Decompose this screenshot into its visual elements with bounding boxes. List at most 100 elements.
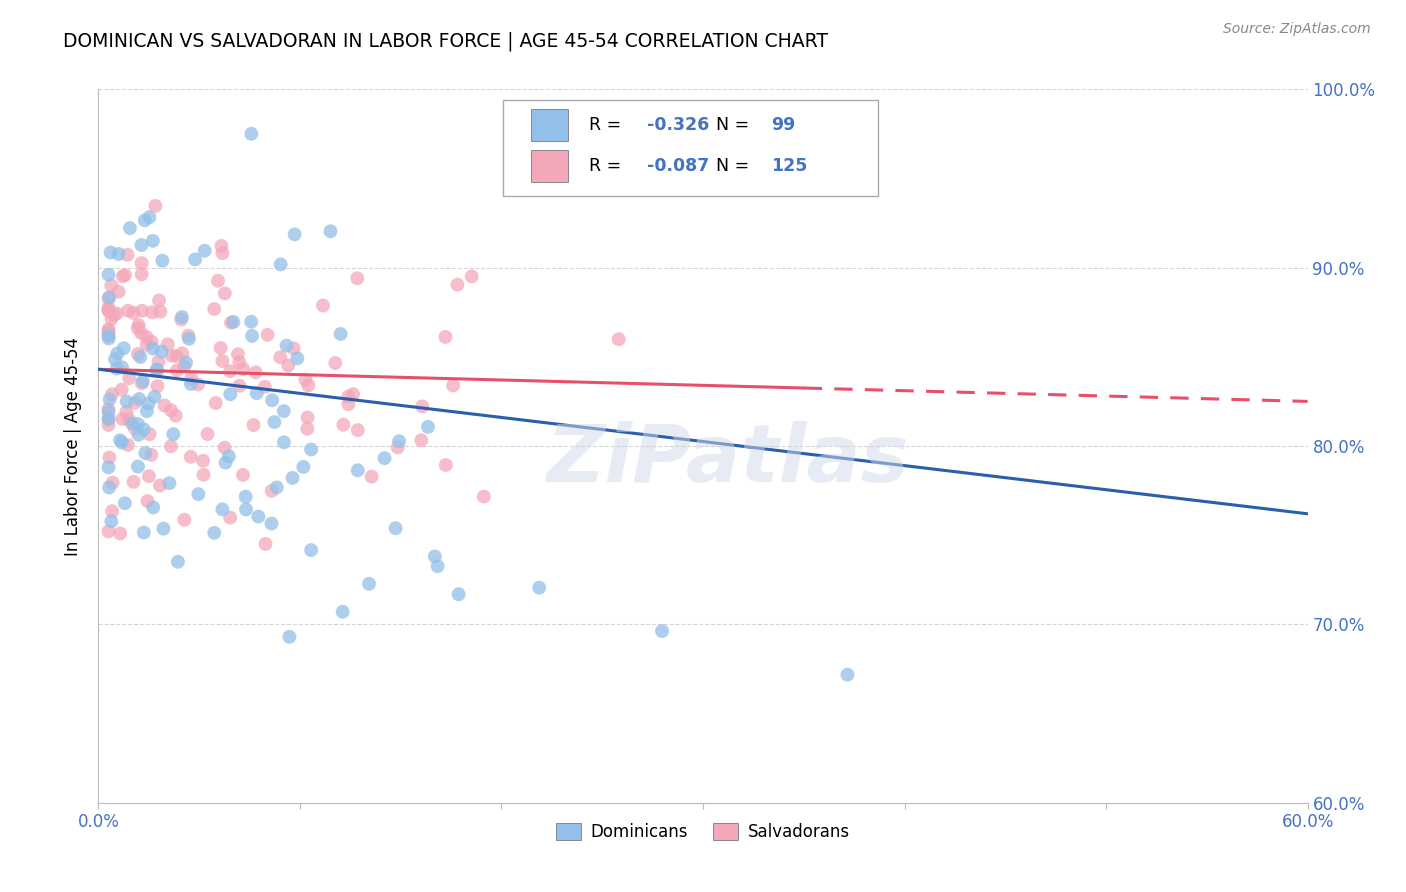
Legend: Dominicans, Salvadorans: Dominicans, Salvadorans bbox=[548, 816, 858, 848]
Point bbox=[101, 504, 124, 518]
Point bbox=[245, 365, 267, 379]
Point bbox=[297, 378, 319, 392]
Point bbox=[132, 422, 155, 436]
Point bbox=[219, 387, 242, 401]
Text: 99: 99 bbox=[770, 116, 794, 134]
Point bbox=[337, 397, 360, 411]
Point bbox=[170, 312, 193, 326]
Point bbox=[107, 247, 129, 261]
Point bbox=[357, 576, 380, 591]
Point bbox=[97, 412, 120, 426]
Point bbox=[145, 362, 167, 376]
Point bbox=[277, 359, 299, 373]
Point bbox=[127, 347, 149, 361]
Point bbox=[138, 427, 160, 442]
Point bbox=[837, 667, 859, 681]
Point bbox=[329, 326, 352, 341]
Point bbox=[323, 356, 346, 370]
Point bbox=[124, 421, 146, 435]
Point bbox=[180, 450, 202, 464]
Point bbox=[219, 316, 242, 330]
Point bbox=[240, 127, 263, 141]
Point bbox=[141, 305, 163, 319]
Point bbox=[207, 274, 229, 288]
Point bbox=[97, 411, 120, 425]
Point bbox=[226, 347, 249, 361]
Point bbox=[384, 521, 406, 535]
Point bbox=[114, 496, 136, 510]
Point bbox=[117, 438, 139, 452]
Point bbox=[263, 415, 285, 429]
Point bbox=[150, 253, 173, 268]
Point bbox=[527, 581, 550, 595]
Point bbox=[156, 337, 179, 351]
Point bbox=[141, 448, 163, 462]
Point bbox=[97, 301, 120, 315]
Point bbox=[423, 549, 446, 564]
FancyBboxPatch shape bbox=[531, 150, 568, 182]
Point bbox=[145, 199, 167, 213]
Point bbox=[101, 387, 124, 401]
Point bbox=[97, 291, 120, 305]
Point bbox=[170, 310, 193, 324]
Point bbox=[191, 454, 214, 468]
Point bbox=[262, 393, 284, 408]
Point bbox=[160, 403, 183, 417]
Point bbox=[269, 351, 291, 365]
Point bbox=[148, 293, 170, 308]
Y-axis label: In Labor Force | Age 45-54: In Labor Force | Age 45-54 bbox=[63, 336, 82, 556]
Point bbox=[346, 463, 368, 477]
Point bbox=[118, 412, 141, 426]
Text: DOMINICAN VS SALVADORAN IN LABOR FORCE | AGE 45-54 CORRELATION CHART: DOMINICAN VS SALVADORAN IN LABOR FORCE |… bbox=[63, 31, 828, 51]
Point bbox=[142, 234, 165, 248]
Point bbox=[97, 322, 120, 336]
Point bbox=[312, 299, 335, 313]
Point bbox=[260, 483, 283, 498]
Point bbox=[149, 304, 172, 318]
Point bbox=[434, 330, 457, 344]
Point bbox=[260, 516, 283, 531]
Point bbox=[214, 456, 236, 470]
Point bbox=[128, 318, 150, 332]
Point bbox=[103, 308, 125, 322]
Point bbox=[247, 509, 270, 524]
Point bbox=[194, 244, 217, 258]
Point bbox=[101, 475, 124, 490]
Point bbox=[214, 441, 236, 455]
Point bbox=[131, 303, 153, 318]
Point bbox=[273, 435, 295, 450]
Point bbox=[285, 351, 308, 366]
Point bbox=[98, 480, 121, 494]
Point bbox=[143, 390, 166, 404]
Point bbox=[100, 514, 122, 528]
Text: -0.087: -0.087 bbox=[647, 157, 710, 175]
Point bbox=[222, 315, 245, 329]
Point bbox=[142, 342, 165, 356]
Point bbox=[108, 434, 131, 448]
Point bbox=[105, 346, 128, 360]
Point bbox=[232, 362, 254, 376]
Point bbox=[202, 525, 225, 540]
Point bbox=[159, 476, 181, 491]
Point bbox=[202, 301, 225, 316]
Point bbox=[146, 379, 169, 393]
Point bbox=[111, 412, 134, 426]
Point bbox=[184, 252, 207, 267]
Point bbox=[97, 328, 120, 343]
Point bbox=[266, 480, 288, 494]
Point bbox=[138, 469, 160, 483]
Point bbox=[332, 417, 354, 432]
Point bbox=[165, 409, 187, 423]
Point bbox=[284, 227, 307, 242]
Point bbox=[118, 221, 141, 235]
Point bbox=[447, 587, 470, 601]
Point bbox=[299, 442, 322, 457]
Point bbox=[132, 374, 155, 388]
Point bbox=[472, 490, 495, 504]
Point bbox=[105, 306, 128, 320]
Point bbox=[108, 526, 131, 541]
Point bbox=[135, 404, 157, 418]
Point bbox=[117, 303, 139, 318]
Point bbox=[97, 460, 120, 475]
Point bbox=[187, 377, 209, 392]
